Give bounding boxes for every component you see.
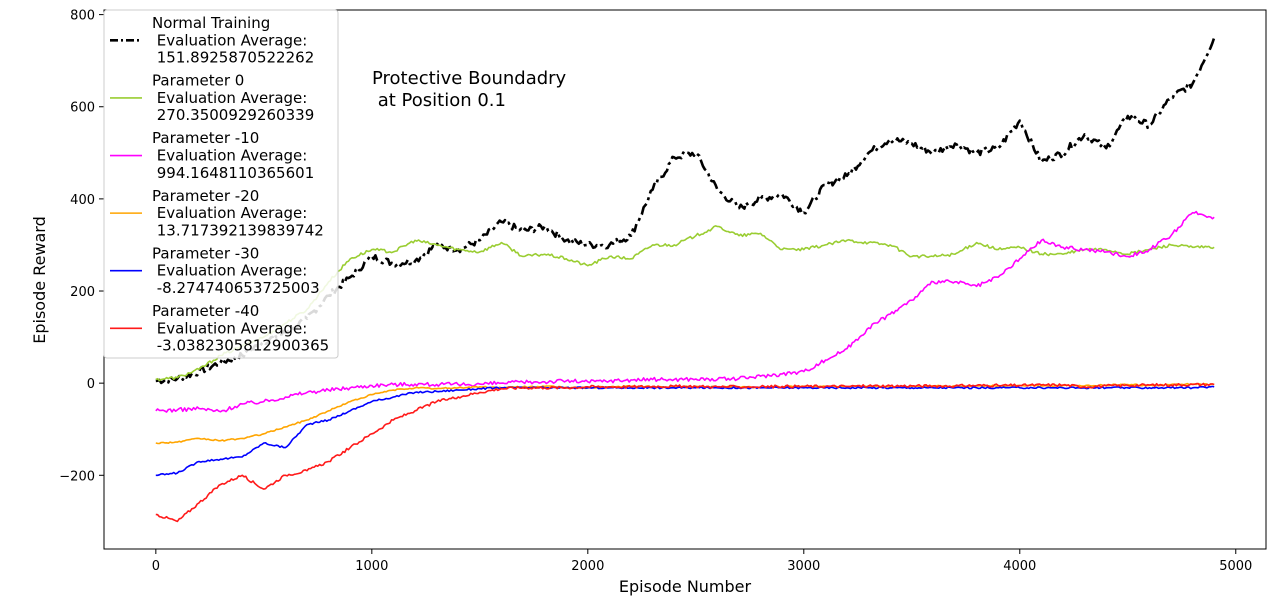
legend-label: 13.717392139839742	[152, 221, 324, 239]
x-axis-title: Episode Number	[619, 577, 752, 596]
legend-label: Parameter -20	[152, 187, 259, 205]
legend-label: -8.274740653725003	[152, 279, 320, 297]
legend-label: Parameter -30	[152, 244, 259, 262]
x-tick-label: 2000	[571, 559, 604, 574]
y-tick-label: 600	[70, 101, 95, 116]
legend-label: 151.8925870522262	[152, 49, 314, 67]
legend-label: 994.1648110365601	[152, 164, 314, 182]
legend-label: Evaluation Average:	[152, 204, 307, 222]
legend-entry: Parameter -30 Evaluation Average: -8.274…	[110, 244, 320, 297]
y-tick-label: 200	[70, 285, 95, 300]
legend-label: Evaluation Average:	[152, 262, 307, 280]
legend-label: Parameter -40	[152, 302, 259, 320]
series-line-parameter-10	[155, 210, 1215, 413]
legend-label: Normal Training	[152, 14, 270, 32]
x-axis: 0 1000 2000 3000 4000 5000	[152, 549, 1252, 574]
annotation-line-2: at Position 0.1	[372, 90, 506, 111]
x-tick-label: 5000	[1219, 559, 1252, 574]
y-axis-title: Episode Reward	[30, 216, 49, 344]
legend-label: Evaluation Average:	[152, 31, 307, 49]
y-axis: −200 0 200 400 600 800	[59, 9, 104, 484]
annotation-line-1: Protective Boundadry	[372, 68, 567, 89]
legend-label: -3.0382305812900365	[152, 337, 329, 355]
y-tick-label: −200	[59, 469, 95, 484]
legend-label: Evaluation Average:	[152, 319, 307, 337]
legend: Normal Training Evaluation Average: 151.…	[103, 9, 339, 359]
y-tick-label: 0	[87, 377, 95, 392]
legend-label: Parameter 0	[152, 72, 244, 90]
y-tick-label: 800	[70, 9, 95, 24]
legend-entry: Normal Training Evaluation Average: 151.…	[110, 14, 314, 67]
legend-entry: Parameter -40 Evaluation Average: -3.038…	[110, 302, 329, 355]
x-tick-label: 3000	[787, 559, 820, 574]
legend-label: Evaluation Average:	[152, 89, 307, 107]
legend-entry: Parameter -10 Evaluation Average: 994.16…	[110, 129, 314, 182]
legend-box	[103, 9, 339, 359]
legend-entry: Parameter 0 Evaluation Average: 270.3500…	[110, 72, 314, 124]
legend-label: Parameter -10	[152, 129, 259, 147]
legend-label: 270.3500929260339	[152, 106, 314, 124]
series-line-parameter-30	[155, 385, 1215, 477]
y-tick-label: 400	[70, 193, 95, 208]
x-tick-label: 4000	[1003, 559, 1036, 574]
x-tick-label: 0	[152, 559, 160, 574]
legend-label: Evaluation Average:	[152, 147, 307, 165]
x-tick-label: 1000	[355, 559, 388, 574]
legend-entry: Parameter -20 Evaluation Average: 13.717…	[110, 187, 324, 239]
series-line-parameter-40	[155, 382, 1215, 523]
